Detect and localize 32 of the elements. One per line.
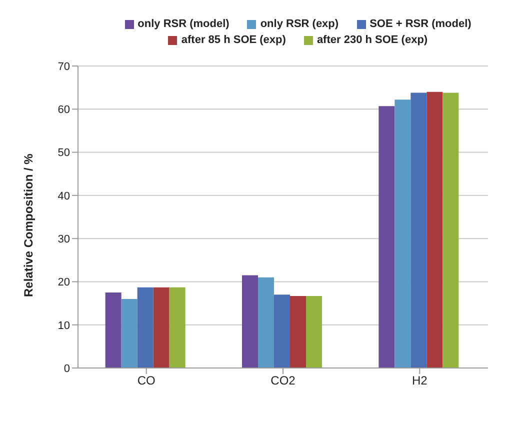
bar [153,287,170,368]
bar [105,292,122,368]
bar [258,277,274,368]
bar [410,92,427,368]
bar [394,100,411,368]
x-tick-label: CO2 [270,374,296,388]
bar [378,106,395,368]
y-tick-label: 30 [58,233,70,246]
bar [169,287,186,368]
y-tick-label: 70 [58,60,70,73]
legend-label: SOE + RSR (model) [368,18,472,30]
legend-label: after 230 h SOE (exp) [316,34,428,46]
bar [290,296,306,368]
bar [121,298,138,368]
legend-label: after 85 h SOE (exp) [180,34,286,46]
y-tick-label: 10 [58,320,70,332]
x-tick-label: CO [137,374,156,388]
y-axis-title: Relative Composition / % [21,153,36,297]
legend-label: only RSR (model) [136,18,230,30]
y-tick-label: 60 [58,104,70,116]
y-tick-label: 40 [58,190,70,202]
bar [426,92,443,368]
bar [137,287,154,368]
y-tick-label: 50 [58,147,70,160]
y-tick-label: 0 [64,362,70,375]
y-tick-label: 20 [58,276,70,289]
x-tick-label: H2 [412,374,428,388]
legend-label: only RSR (exp) [259,18,339,30]
bar [274,294,290,368]
bar [242,275,258,368]
bar [306,296,322,368]
bar [442,92,459,368]
